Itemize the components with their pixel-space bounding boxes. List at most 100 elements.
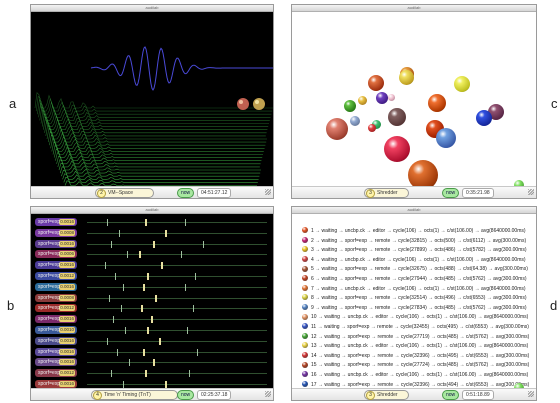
- resize-grip-icon[interactable]: [528, 391, 534, 397]
- track-tag[interactable]: 0.0010 sporf=exp: [35, 326, 77, 334]
- resize-grip-icon[interactable]: [265, 189, 271, 195]
- process-ball[interactable]: [454, 76, 470, 92]
- window-titlebar[interactable]: audilab: [31, 207, 273, 221]
- resize-grip-icon[interactable]: [265, 391, 271, 397]
- tnt-track[interactable]: 0.0016 sporf=exp: [35, 239, 267, 249]
- process-ball[interactable]: [368, 75, 384, 91]
- status-view-pill[interactable]: 2 VM--Space: [95, 188, 154, 198]
- waterfall-trace: [49, 134, 266, 146]
- tnt-track[interactable]: 0.0006 sporf=exp: [35, 250, 267, 259]
- process-ball[interactable]: [384, 136, 410, 162]
- tnt-track[interactable]: 0.0016 sporf=exp: [35, 358, 267, 367]
- track-tag[interactable]: 0.0008 sporf=exp: [35, 293, 77, 302]
- process-list-item[interactable]: 5 → waiting → sporf=exp → remote → cycle…: [302, 265, 528, 273]
- status-view-pill[interactable]: 4 Time 'n' Timing (TnT): [91, 390, 178, 400]
- track-tag[interactable]: 0.0016 sporf=exp: [35, 218, 77, 226]
- process-ball[interactable]: [436, 128, 456, 148]
- process-list-item[interactable]: 16 → waiting → uncbp.ck → editor → cycle…: [302, 371, 528, 379]
- status-view-pill[interactable]: 3 Shredder: [364, 390, 409, 400]
- process-ball[interactable]: [358, 96, 367, 105]
- process-ball[interactable]: [428, 94, 446, 112]
- tnt-track[interactable]: 0.0016 sporf=exp: [35, 315, 267, 324]
- shredder-list[interactable]: 1 → waiting → uncbp.ck → editor → cycle(…: [292, 214, 536, 393]
- track-tag[interactable]: 0.0016 sporf=exp: [35, 239, 77, 248]
- window-titlebar[interactable]: audilab: [31, 5, 273, 19]
- tnt-track[interactable]: 0.0016 sporf=exp: [35, 218, 267, 227]
- tnt-track[interactable]: 0.0012 sporf=exp: [35, 369, 267, 378]
- process-ball[interactable]: [399, 70, 414, 85]
- process-ball[interactable]: [476, 110, 492, 126]
- tnt-track[interactable]: 0.0012 sporf=exp: [35, 304, 267, 313]
- now-button[interactable]: now: [177, 188, 195, 198]
- window-titlebar[interactable]: audilab: [292, 5, 536, 19]
- vm-space-canvas[interactable]: [31, 12, 273, 187]
- process-ball[interactable]: [388, 108, 406, 126]
- track-tag[interactable]: 0.0016 sporf=exp: [35, 315, 77, 324]
- track-tag[interactable]: 0.0016 sporf=exp: [35, 282, 77, 291]
- process-list-item[interactable]: 3 → waiting → sporf=exp → remote → cycle…: [302, 246, 527, 254]
- now-button[interactable]: now: [442, 390, 460, 400]
- status-view-pill[interactable]: 3 Shredder: [364, 188, 409, 198]
- process-ball[interactable]: [350, 116, 360, 126]
- process-ball[interactable]: [368, 124, 376, 132]
- tnt-track[interactable]: 0.0016 sporf=exp: [35, 347, 267, 357]
- process-ball[interactable]: [344, 100, 356, 112]
- process-list-item[interactable]: 2 → waiting → sporf=exp → remote → cycle…: [302, 236, 526, 245]
- window-title: audilab: [145, 5, 159, 10]
- process-list-item[interactable]: 9 → waiting → sporf=exp → remote → cycle…: [302, 303, 527, 312]
- tnt-track[interactable]: 0.0016 sporf=exp: [35, 261, 267, 270]
- track-tag[interactable]: 0.0016 sporf=exp: [35, 261, 77, 270]
- process-list-item[interactable]: 12 → waiting → sporf=exp → remote → cycl…: [302, 332, 529, 341]
- process-list-item[interactable]: 11 → waiting → sporf=exp → remote → cycl…: [302, 323, 529, 331]
- process-list-item[interactable]: 10 → waiting → uncbp.ck → editor → cycle…: [302, 313, 528, 321]
- tnt-track[interactable]: 0.0016 sporf=exp: [35, 282, 267, 292]
- process-ball[interactable]: [514, 180, 524, 190]
- timing-mark: [129, 359, 130, 367]
- shredder-canvas[interactable]: [292, 12, 536, 190]
- track-tag[interactable]: 0.0012 sporf=exp: [35, 304, 77, 313]
- tnt-track[interactable]: 0.0008 sporf=exp: [35, 228, 267, 238]
- process-list-item[interactable]: 8 → waiting → sporf=exp → remote → cycle…: [302, 294, 527, 302]
- track-name: sporf=exp: [38, 337, 61, 344]
- process-ball[interactable]: [488, 104, 504, 120]
- timing-mark: [165, 381, 167, 388]
- tnt-window[interactable]: audilab 0.0016 sporf=exp 0.0008 sporf=exp 0.…: [30, 206, 274, 401]
- track-tag[interactable]: 0.0016 sporf=exp: [35, 380, 77, 388]
- process-list-item[interactable]: 1 → waiting → uncbp.ck → editor → cycle(…: [302, 227, 526, 235]
- tnt-track[interactable]: 0.0016 sporf=exp: [35, 380, 267, 389]
- track-tag[interactable]: 0.0012 sporf=exp: [35, 369, 77, 378]
- window-titlebar[interactable]: audilab: [292, 207, 536, 221]
- tnt-track[interactable]: 0.0008 sporf=exp: [35, 293, 267, 303]
- now-button[interactable]: now: [442, 188, 460, 198]
- process-ball[interactable]: [388, 94, 395, 101]
- process-ball[interactable]: [376, 92, 388, 104]
- process-list-item[interactable]: 6 → waiting → sporf=exp → remote → cycle…: [302, 275, 527, 283]
- process-list-item[interactable]: 4 → waiting → uncbp.ck → editor → cycle(…: [302, 255, 526, 264]
- shredder-balls-window[interactable]: audilab 3 Shredder now 0:35:21.98: [291, 4, 537, 199]
- tnt-track[interactable]: 0.0016 sporf=exp: [35, 336, 267, 346]
- status-ball-icon: [302, 227, 308, 234]
- status-label: Shredder: [377, 190, 398, 196]
- process-list-item[interactable]: 13 → waiting → uncbp.ck → editor → cycle…: [302, 342, 528, 350]
- vm-space-window[interactable]: audilab 2 VM--Space now 04:51:27.12: [30, 4, 274, 199]
- process-ball[interactable]: [326, 118, 348, 140]
- now-button[interactable]: now: [177, 390, 195, 400]
- process-list-item[interactable]: 7 → waiting → uncbp.ck → editor → cycle(…: [302, 284, 526, 293]
- process-list-item[interactable]: 17 → waiting → sporf=exp → remote → cycl…: [302, 380, 529, 389]
- track-tag[interactable]: 0.0016 sporf=exp: [35, 336, 77, 345]
- tnt-canvas[interactable]: 0.0016 sporf=exp 0.0008 sporf=exp 0.0016 spor…: [31, 214, 273, 389]
- process-ball[interactable]: [372, 120, 381, 129]
- process-list-item[interactable]: 15 → waiting → sporf=exp → remote → cycl…: [302, 361, 529, 369]
- track-tag[interactable]: 0.0006 sporf=exp: [35, 250, 77, 259]
- track-tag[interactable]: 0.0012 sporf=exp: [35, 272, 77, 280]
- status-bar: 2 VM--Space now 04:51:27.12: [31, 186, 273, 198]
- track-tag[interactable]: 0.0016 sporf=exp: [35, 358, 77, 367]
- track-tag[interactable]: 0.0016 sporf=exp: [35, 347, 77, 356]
- track-tag[interactable]: 0.0008 sporf=exp: [35, 228, 77, 237]
- tnt-track[interactable]: 0.0010 sporf=exp: [35, 326, 267, 335]
- tnt-track[interactable]: 0.0012 sporf=exp: [35, 272, 267, 281]
- process-list-item[interactable]: 14 → waiting → sporf=exp → remote → cycl…: [302, 351, 529, 360]
- shredder-list-window[interactable]: audilab 1 → waiting → uncbp.ck → editor …: [291, 206, 537, 401]
- process-ball[interactable]: [408, 160, 438, 190]
- resize-grip-icon[interactable]: [528, 189, 534, 195]
